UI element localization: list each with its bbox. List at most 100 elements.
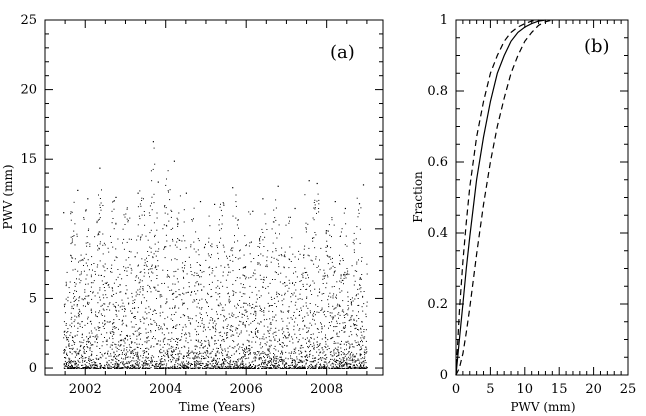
pwv-point bbox=[226, 357, 228, 358]
pwv-point bbox=[99, 241, 101, 243]
panel-a-y-axis-title: PWV (mm) bbox=[1, 164, 15, 229]
pwv-point bbox=[154, 287, 156, 289]
pwv-point bbox=[184, 334, 185, 336]
pwv-point bbox=[318, 358, 320, 360]
pwv-point bbox=[65, 335, 67, 337]
pwv-point bbox=[207, 347, 209, 349]
pwv-point bbox=[270, 340, 272, 342]
pwv-point bbox=[313, 207, 315, 209]
pwv-point bbox=[188, 347, 190, 349]
pwv-point bbox=[113, 333, 115, 335]
pwv-point bbox=[356, 368, 358, 369]
pwv-point bbox=[230, 368, 231, 369]
pwv-point bbox=[79, 346, 81, 348]
pwv-point bbox=[89, 335, 91, 337]
pwv-point bbox=[99, 207, 101, 208]
pwv-point bbox=[164, 324, 165, 326]
pwv-point bbox=[219, 367, 221, 369]
pwv-point bbox=[184, 324, 186, 326]
pwv-point bbox=[228, 298, 230, 300]
pwv-point bbox=[134, 302, 135, 303]
pwv-point bbox=[273, 358, 275, 360]
pwv-point bbox=[308, 327, 310, 329]
pwv-point bbox=[221, 340, 223, 342]
pwv-point bbox=[102, 325, 104, 327]
pwv-point bbox=[244, 302, 246, 304]
pwv-point bbox=[167, 356, 169, 358]
pwv-point bbox=[74, 268, 76, 270]
pwv-point bbox=[94, 271, 96, 272]
pwv-point bbox=[133, 366, 135, 368]
pwv-point bbox=[338, 365, 340, 367]
pwv-point bbox=[148, 212, 150, 214]
pwv-point bbox=[90, 330, 92, 332]
pwv-point bbox=[255, 356, 257, 358]
pwv-point bbox=[290, 216, 291, 218]
pwv-point bbox=[227, 274, 229, 276]
pwv-point bbox=[163, 338, 165, 340]
pwv-point bbox=[114, 259, 116, 261]
pwv-point bbox=[327, 246, 328, 248]
pwv-point bbox=[152, 365, 154, 366]
pwv-point bbox=[248, 340, 250, 342]
pwv-point bbox=[260, 253, 262, 255]
pwv-point bbox=[340, 231, 342, 233]
pwv-point bbox=[364, 352, 366, 354]
pwv-point bbox=[123, 348, 125, 350]
pwv-point bbox=[184, 346, 186, 348]
pwv-point bbox=[361, 367, 363, 369]
pwv-point bbox=[154, 361, 156, 362]
pwv-point bbox=[346, 274, 348, 276]
pwv-point bbox=[289, 259, 291, 261]
pwv-point bbox=[148, 312, 150, 314]
pwv-point bbox=[166, 240, 168, 242]
pwv-point bbox=[239, 257, 241, 259]
pwv-point bbox=[94, 336, 96, 338]
pwv-point bbox=[336, 367, 338, 369]
pwv-point bbox=[282, 353, 283, 355]
pwv-point bbox=[141, 301, 142, 303]
pwv-point bbox=[73, 308, 74, 310]
pwv-point bbox=[197, 341, 199, 343]
pwv-point bbox=[317, 359, 319, 360]
pwv-peak-point bbox=[277, 185, 279, 187]
pwv-point bbox=[241, 357, 243, 359]
pwv-point bbox=[280, 272, 282, 274]
pwv-peak-point bbox=[77, 189, 79, 191]
pwv-point bbox=[73, 368, 75, 369]
pwv-point bbox=[318, 311, 320, 313]
pwv-point bbox=[269, 357, 271, 359]
pwv-point bbox=[228, 300, 230, 302]
pwv-point bbox=[139, 279, 141, 281]
pwv-point bbox=[349, 319, 351, 321]
pwv-point bbox=[214, 340, 216, 342]
pwv-point bbox=[70, 213, 72, 215]
pwv-point bbox=[115, 292, 117, 294]
pwv-point bbox=[307, 314, 309, 316]
pwv-point bbox=[281, 360, 283, 362]
pwv-point bbox=[358, 203, 360, 205]
pwv-point bbox=[143, 352, 145, 354]
pwv-point bbox=[162, 368, 164, 369]
pwv-point bbox=[203, 358, 205, 359]
pwv-point bbox=[363, 360, 365, 362]
pwv-point bbox=[273, 353, 274, 354]
pwv-point bbox=[260, 347, 262, 349]
pwv-point bbox=[90, 308, 92, 310]
pwv-point bbox=[110, 362, 112, 364]
pwv-point bbox=[263, 362, 264, 364]
pwv-point bbox=[312, 217, 314, 219]
pwv-point bbox=[95, 273, 96, 275]
pwv-point bbox=[209, 274, 211, 276]
pwv-point bbox=[173, 350, 175, 352]
pwv-point bbox=[276, 296, 278, 298]
pwv-point bbox=[149, 367, 150, 369]
pwv-point bbox=[217, 280, 219, 282]
pwv-point bbox=[344, 317, 346, 318]
pwv-point bbox=[301, 298, 303, 300]
pwv-point bbox=[321, 307, 323, 309]
pwv-point bbox=[284, 336, 286, 337]
pwv-point bbox=[89, 245, 91, 247]
pwv-point bbox=[87, 303, 89, 305]
pwv-point bbox=[312, 357, 314, 359]
